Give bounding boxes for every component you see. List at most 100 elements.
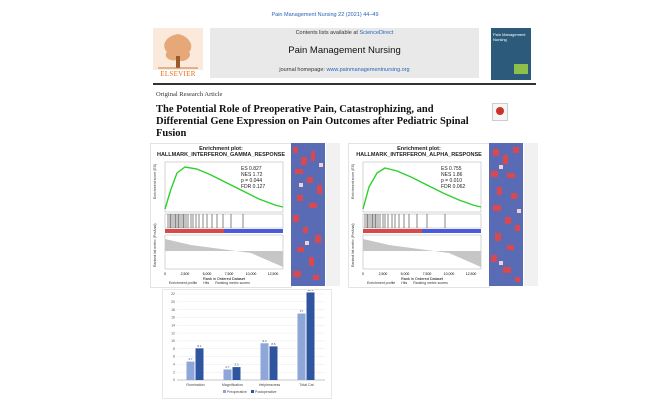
contents-line: Contents lists available at ScienceDirec… bbox=[210, 30, 479, 36]
y-tick-label: 20 bbox=[171, 300, 175, 304]
y-tick-label: 18 bbox=[171, 308, 175, 312]
es-axis-label: Enrichment score (ES) bbox=[153, 164, 157, 199]
ranking-metric-area bbox=[363, 239, 481, 267]
data-label: 22.4 bbox=[308, 290, 314, 292]
legend-entry: Ranking metric scores bbox=[215, 281, 250, 285]
bar bbox=[269, 346, 278, 380]
category-label: Magnification bbox=[222, 383, 243, 387]
x-tick: 2,500 bbox=[379, 272, 388, 276]
homepage-link[interactable]: www.painmanagementnursing.org bbox=[326, 67, 410, 73]
y-tick-label: 16 bbox=[171, 316, 175, 320]
es-value: ES 0.827 bbox=[241, 166, 262, 172]
catastrophizing-bar-chart: 0 2 4 6 8 10 12 14 16 18 20 22 4.7 8.1 Rumination 2.7 3.… bbox=[162, 288, 332, 399]
metric-axis-label: Ranked list metric (PreAnal) bbox=[153, 223, 157, 267]
x-tick: 0 bbox=[362, 272, 364, 276]
journal-banner bbox=[210, 28, 479, 78]
homepage-prefix: journal homepage: bbox=[279, 67, 327, 73]
gsea-stats: ES 0.827 NES 1.72 p = 0.044 FDR 0.127 bbox=[241, 166, 265, 190]
data-label: 9.4 bbox=[262, 339, 267, 343]
bar bbox=[223, 369, 232, 380]
data-label: 3.3 bbox=[234, 363, 239, 367]
nes-value: NES 1.86 bbox=[441, 172, 463, 178]
x-tick: 10,000 bbox=[246, 272, 257, 276]
x-axis-label: Rank in Ordered Dataset bbox=[203, 277, 246, 281]
bar bbox=[186, 361, 195, 380]
x-tick: 2,500 bbox=[181, 272, 190, 276]
legend-entry: Enrichment profile bbox=[169, 281, 198, 285]
bar bbox=[232, 367, 241, 380]
x-tick: 7,500 bbox=[225, 272, 234, 276]
y-tick-label: 8 bbox=[173, 347, 175, 351]
category-label: Rumination bbox=[186, 383, 204, 387]
gsea-heading: Enrichment plot: bbox=[199, 146, 243, 152]
x-tick: 7,500 bbox=[423, 272, 432, 276]
y-tick-label: 14 bbox=[171, 323, 175, 327]
x-axis-label: Rank in Ordered Dataset bbox=[401, 277, 444, 281]
heatmap-gene-labels-right bbox=[524, 143, 538, 286]
ranking-metric-area bbox=[165, 239, 283, 267]
bar bbox=[195, 348, 204, 380]
y-tick-label: 12 bbox=[171, 331, 175, 335]
gsea-heading: Enrichment plot: bbox=[397, 146, 441, 152]
gsea-name: HALLMARK_INTERFERON_GAMMA_RESPONSE bbox=[156, 152, 286, 158]
legend-label: Preoperative bbox=[227, 390, 247, 394]
x-tick-labels: 0 2,500 5,000 7,500 10,000 12,500 bbox=[164, 272, 278, 276]
cover-title: Pain Management Nursing bbox=[493, 32, 526, 42]
article-title: The Potential Role of Preoperative Pain,… bbox=[156, 104, 469, 139]
heatmap-cells bbox=[291, 143, 325, 286]
journal-reference[interactable]: Pain Management Nursing 22 (2021) 44–49 bbox=[271, 12, 379, 18]
check-for-updates-icon[interactable] bbox=[492, 103, 508, 121]
data-label: 8.1 bbox=[197, 344, 202, 348]
legend-entry: Hits bbox=[203, 281, 210, 285]
enrichment-curve bbox=[164, 166, 284, 210]
y-tick-label: 2 bbox=[173, 370, 175, 374]
fdr-value: FDR 0.062 bbox=[441, 184, 466, 190]
y-tick-label: 6 bbox=[173, 355, 175, 359]
homepage-line: journal homepage: www.painmanagementnurs… bbox=[210, 67, 479, 73]
legend-swatch bbox=[223, 390, 226, 393]
sciencedirect-link[interactable]: ScienceDirect bbox=[359, 30, 394, 36]
data-label: 17 bbox=[300, 309, 304, 313]
p-value: p = 0.044 bbox=[241, 178, 262, 184]
bar bbox=[306, 292, 315, 380]
category-label: Total Cat bbox=[299, 383, 313, 387]
heatmap-left bbox=[291, 143, 325, 286]
legend-entry: Ranking metric scores bbox=[413, 281, 448, 285]
legend-entry: Enrichment profile bbox=[367, 281, 396, 285]
x-tick: 5,000 bbox=[401, 272, 410, 276]
data-label: 4.7 bbox=[188, 357, 193, 361]
article-type: Original Research Article bbox=[156, 91, 223, 98]
data-label: 2.7 bbox=[225, 365, 230, 369]
category-label: Helplessness bbox=[259, 383, 281, 387]
bar bbox=[260, 343, 269, 380]
elsevier-tree-logo bbox=[153, 28, 203, 80]
legend-entry: Hits bbox=[401, 281, 408, 285]
x-tick: 5,000 bbox=[203, 272, 212, 276]
hit-markers bbox=[167, 214, 244, 228]
gsea-plot-alpha: Enrichment plot: HALLMARK_INTERFERON_ALP… bbox=[348, 143, 490, 288]
heatmap-right bbox=[489, 143, 523, 286]
y-tick-label: 0 bbox=[173, 378, 175, 382]
heatmap-cells bbox=[489, 143, 523, 286]
publisher-name: ELSEVIER bbox=[160, 70, 196, 78]
y-tick-label: 22 bbox=[171, 292, 175, 296]
nes-value: NES 1.72 bbox=[241, 172, 263, 178]
es-value: ES 0.755 bbox=[441, 166, 462, 172]
cover-badge bbox=[514, 64, 528, 74]
y-tick-label: 10 bbox=[171, 339, 175, 343]
bar bbox=[297, 313, 306, 380]
header-divider bbox=[153, 83, 536, 85]
y-tick-label: 4 bbox=[173, 363, 175, 367]
x-tick: 0 bbox=[164, 272, 166, 276]
gsea-stats: ES 0.755 NES 1.86 p = 0.010 FDR 0.062 bbox=[441, 166, 465, 190]
gsea-legend: Enrichment profile Hits Ranking metric s… bbox=[367, 281, 487, 285]
legend-swatch bbox=[251, 390, 254, 393]
hit-markers bbox=[364, 214, 446, 228]
metric-axis-label: Ranked list metric (PreAnal) bbox=[351, 223, 355, 267]
es-axis-label: Enrichment score (ES) bbox=[351, 164, 355, 199]
journal-name: Pain Management Nursing bbox=[288, 45, 401, 56]
bar-chart-svg: 0 2 4 6 8 10 12 14 16 18 20 22 4.7 8.1 Rumination 2.7 3.… bbox=[171, 288, 325, 394]
enrichment-curve bbox=[362, 167, 482, 210]
gsea-plot-gamma: Enrichment plot: HALLMARK_INTERFERON_GAM… bbox=[150, 143, 292, 288]
fdr-value: FDR 0.127 bbox=[241, 184, 266, 190]
